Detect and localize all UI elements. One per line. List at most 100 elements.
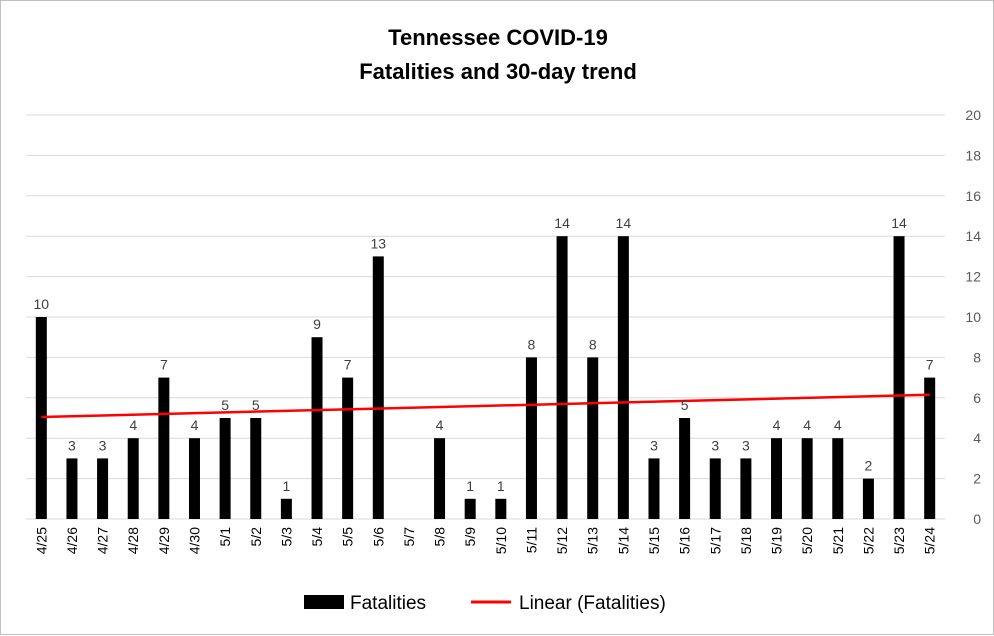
data-label: 3 (68, 437, 76, 453)
data-label: 9 (313, 316, 321, 332)
x-tick-label: 5/15 (646, 527, 662, 554)
data-label: 5 (252, 397, 260, 413)
data-label: 4 (803, 417, 811, 433)
data-label: 7 (344, 357, 352, 373)
x-tick-label: 5/24 (922, 527, 938, 554)
data-label: 1 (282, 478, 290, 494)
bar-5-16 (679, 418, 691, 519)
data-label: 3 (650, 437, 658, 453)
x-tick-label: 5/10 (493, 527, 509, 554)
data-label: 5 (221, 397, 229, 413)
trendline-layer (41, 393, 930, 419)
data-label: 4 (191, 417, 199, 433)
bar-5-17 (709, 458, 721, 519)
bar-5-6 (372, 256, 384, 519)
y-tick-label: 4 (973, 430, 981, 446)
x-axis-ticks: 4/25 4/26 4/27 4/28 4/29 4/30 5/1 5/2 5/3 5/4 5/5 5… (33, 527, 937, 554)
data-label: 5 (681, 397, 689, 413)
legend: Fatalities Linear (Fatalities) (304, 593, 666, 614)
data-label: 2 (865, 458, 873, 474)
bar-5-18 (740, 458, 752, 519)
x-tick-label: 5/23 (891, 527, 907, 554)
data-label: 4 (773, 417, 781, 433)
x-tick-label: 5/2 (248, 527, 264, 547)
bar-4-27 (97, 458, 109, 519)
data-label: 14 (616, 215, 632, 231)
x-tick-label: 5/13 (585, 527, 601, 554)
y-tick-label: 18 (965, 147, 981, 163)
x-tick-label: 5/7 (401, 527, 417, 547)
x-tick-label: 5/8 (432, 527, 448, 547)
bar-5-12 (556, 236, 568, 519)
bar-5-20 (801, 438, 813, 519)
bar-5-5 (342, 377, 354, 519)
bar-5-2 (250, 418, 262, 519)
data-label: 14 (554, 215, 570, 231)
bar-5-22 (862, 478, 874, 519)
x-tick-label: 5/9 (462, 527, 478, 547)
bar-5-15 (648, 458, 660, 519)
x-tick-label: 4/30 (186, 527, 202, 554)
bar-5-23 (893, 236, 905, 519)
data-label: 7 (160, 357, 168, 373)
data-label: 3 (742, 437, 750, 453)
bars (35, 236, 936, 519)
bar-5-3 (280, 498, 292, 519)
data-labels: 10 3 3 4 7 4 5 5 1 9 7 13 4 1 1 8 14 8 14 3 5 3 3 4 4 4 2 14 7 (34, 215, 934, 494)
y-axis-ticks: 0 2 4 6 8 10 12 14 16 18 20 (965, 107, 981, 527)
data-label: 3 (711, 437, 719, 453)
chart-title-line1: Tennessee COVID-19 (388, 25, 608, 50)
bar-4-28 (127, 438, 139, 519)
bar-5-19 (771, 438, 783, 519)
legend-label-fatalities: Fatalities (350, 593, 426, 614)
data-label: 10 (34, 296, 50, 312)
trendline (41, 393, 930, 419)
bar-5-11 (525, 357, 537, 519)
bar-4-25 (35, 317, 47, 519)
x-tick-label: 5/1 (217, 527, 233, 547)
x-tick-label: 5/11 (523, 527, 539, 553)
y-tick-label: 6 (973, 390, 981, 406)
y-tick-label: 8 (973, 349, 981, 365)
x-tick-label: 5/3 (278, 527, 294, 547)
legend-swatch-fatalities (304, 595, 344, 609)
bar-5-24 (924, 377, 936, 519)
chart-title-line2: Fatalities and 30-day trend (359, 59, 637, 84)
bar-5-9 (464, 498, 476, 519)
bar-5-10 (495, 498, 507, 519)
x-tick-label: 5/6 (370, 527, 386, 547)
x-tick-label: 5/5 (340, 527, 356, 547)
x-tick-label: 4/27 (95, 527, 111, 554)
x-tick-label: 5/22 (860, 527, 876, 554)
legend-label-trendline: Linear (Fatalities) (519, 593, 666, 614)
data-label: 4 (436, 417, 444, 433)
y-tick-label: 14 (965, 228, 981, 244)
y-tick-label: 16 (965, 188, 981, 204)
bar-5-14 (617, 236, 629, 519)
data-label: 1 (497, 478, 505, 494)
data-label: 7 (926, 357, 934, 373)
bar-5-21 (832, 438, 844, 519)
x-tick-label: 5/16 (677, 527, 693, 554)
y-tick-label: 20 (965, 107, 981, 123)
x-tick-label: 5/20 (799, 527, 815, 554)
chart-title: Tennessee COVID-19 Fatalities and 30-day… (1, 21, 994, 89)
bar-4-30 (188, 438, 200, 519)
bar-5-8 (434, 438, 446, 519)
data-label: 4 (129, 417, 137, 433)
x-tick-label: 5/12 (554, 527, 570, 554)
x-tick-label: 4/26 (64, 527, 80, 554)
x-tick-label: 4/28 (125, 527, 141, 554)
x-tick-label: 5/18 (738, 527, 754, 554)
x-tick-label: 5/14 (615, 527, 631, 554)
bar-5-13 (587, 357, 599, 519)
data-label: 13 (370, 235, 386, 251)
data-label: 4 (834, 417, 842, 433)
x-tick-label: 4/29 (156, 527, 172, 554)
y-tick-label: 0 (973, 511, 981, 527)
data-label: 1 (466, 478, 474, 494)
y-tick-label: 2 (973, 471, 981, 487)
data-label: 14 (891, 215, 907, 231)
